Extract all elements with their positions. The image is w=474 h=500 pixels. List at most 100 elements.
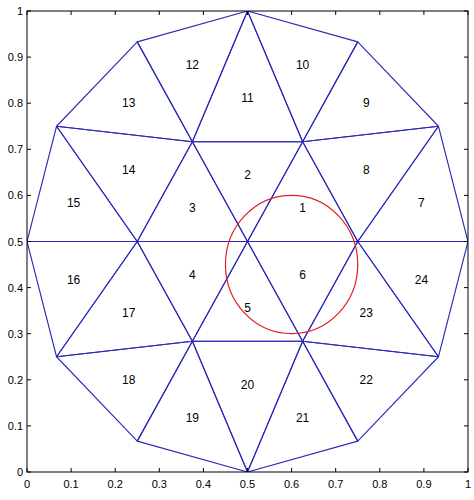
y-tick-right [464,103,468,104]
y-tick-label: 0.8 [8,97,23,109]
mesh-element [137,11,247,142]
element-label: 20 [241,378,255,392]
element-label: 21 [296,411,310,425]
x-tick [247,468,248,472]
y-tick [27,472,31,473]
y-tick-label: 0.4 [8,282,23,294]
element-label: 9 [363,96,370,110]
x-tick-top [423,11,424,15]
circle [225,195,357,333]
x-tick [27,468,28,472]
mesh-element [192,341,302,472]
mesh-element [303,341,439,441]
y-tick-label: 0.9 [8,51,23,63]
y-tick-label: 0.1 [8,420,23,432]
x-tick-label: 0 [24,478,30,490]
element-label: 23 [360,306,374,320]
element-label: 13 [122,96,136,110]
x-tick [423,468,424,472]
element-label: 18 [122,373,136,387]
mesh-element [57,242,193,357]
mesh-element [57,341,193,441]
plot-frame [27,11,468,472]
element-label: 16 [67,273,81,287]
x-tick [159,468,160,472]
element-label: 10 [296,58,310,72]
x-tick-label: 1 [465,478,471,490]
mesh-element [27,126,137,241]
x-tick-label: 0.6 [284,478,299,490]
x-tick-label: 0.7 [328,478,343,490]
element-label: 12 [186,58,200,72]
mesh-group [27,11,468,472]
mesh-element [358,126,468,241]
element-label: 4 [189,268,196,282]
x-tick [71,468,72,472]
mesh-element [192,142,302,242]
figure: 1234567891011121314151617181920212223240… [0,0,474,500]
background [0,0,474,500]
y-tick-label: 0.6 [8,189,23,201]
element-label: 19 [186,411,200,425]
element-label: 1 [299,201,306,215]
y-tick [27,241,31,242]
x-tick-label: 0.2 [108,478,123,490]
x-tick-top [115,11,116,15]
y-tick-right [464,379,468,380]
mesh-element [248,341,358,472]
y-tick-right [464,195,468,196]
element-label: 5 [244,301,251,315]
y-tick-label: 0.2 [8,374,23,386]
element-label: 24 [415,273,429,287]
y-tick [27,333,31,334]
y-tick-right [464,149,468,150]
y-tick [27,11,31,12]
mesh-element [27,242,137,357]
y-tick [27,195,31,196]
element-label: 17 [122,306,136,320]
y-tick-right [464,333,468,334]
x-tick [291,468,292,472]
x-tick [379,468,380,472]
x-tick-label: 0.1 [63,478,78,490]
y-tick [27,287,31,288]
x-tick-label: 0.8 [372,478,387,490]
mesh-element [248,142,358,242]
x-tick-top [335,11,336,15]
x-tick [335,468,336,472]
x-tick [468,468,469,472]
element-label: 7 [418,196,425,210]
y-tick-right [464,287,468,288]
y-tick [27,379,31,380]
x-tick [203,468,204,472]
element-label: 2 [244,168,251,182]
mesh-element [192,242,302,342]
y-tick-right [464,11,468,12]
mesh-element [57,126,193,241]
element-label: 8 [363,163,370,177]
y-tick-right [464,57,468,58]
x-tick-top [291,11,292,15]
mesh-element [248,242,358,342]
y-tick [27,425,31,426]
mesh-element [303,42,439,142]
y-tick [27,57,31,58]
y-tick-label: 0.5 [8,236,23,248]
mesh-element [192,11,302,142]
y-tick-right [464,472,468,473]
y-tick-label: 1 [17,5,23,17]
y-tick [27,149,31,150]
mesh-element [358,242,468,357]
x-tick-top [247,11,248,15]
mesh-element [137,341,247,472]
x-tick-top [27,11,28,15]
x-tick-top [203,11,204,15]
mesh-element [303,242,439,357]
x-tick-label: 0.5 [240,478,255,490]
element-label: 3 [189,201,196,215]
element-label: 14 [122,163,136,177]
mesh-element [303,126,439,241]
x-tick-top [71,11,72,15]
x-tick [115,468,116,472]
element-label: 11 [241,91,254,105]
